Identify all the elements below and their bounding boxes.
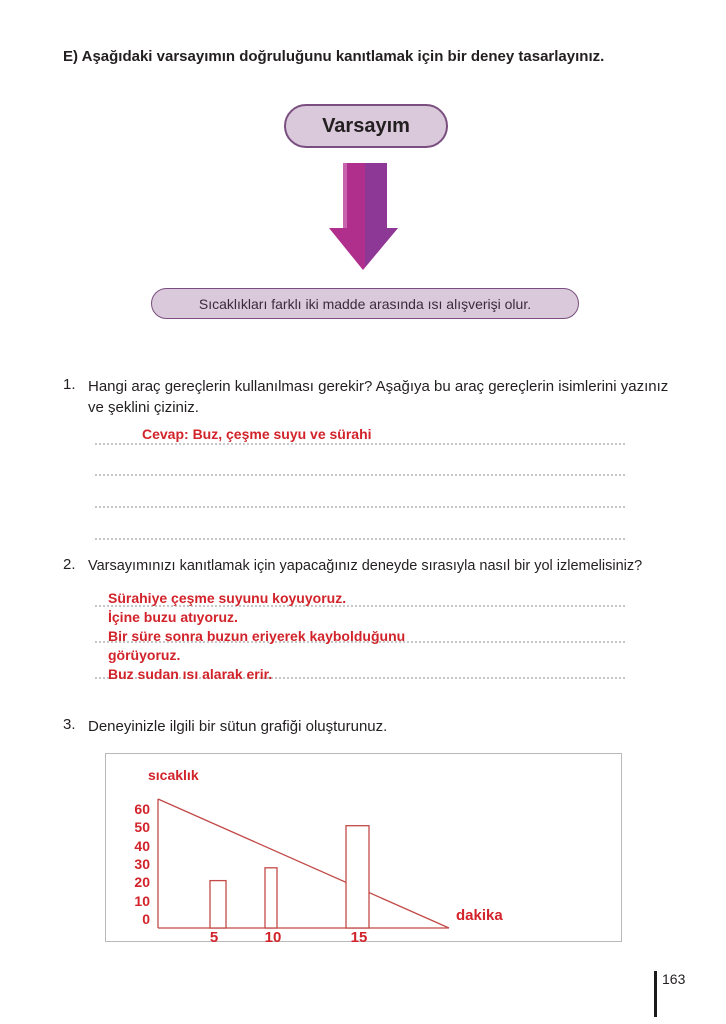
question-3-number: 3. xyxy=(63,716,76,733)
answer-line-text: İçine buzu atıyoruz. xyxy=(108,609,238,625)
answer-line xyxy=(95,443,625,445)
answer-line xyxy=(95,641,625,643)
chart-canvas xyxy=(157,798,450,929)
question-1-number: 1. xyxy=(63,376,76,393)
footer-divider xyxy=(654,971,657,1017)
down-arrow-icon xyxy=(329,163,398,270)
x-tick: 15 xyxy=(350,929,368,946)
result-box: Sıcaklıkları farklı iki madde arasında ı… xyxy=(151,288,579,319)
x-tick: 5 xyxy=(209,929,219,946)
answer-line xyxy=(95,605,625,607)
answer-line-text: görüyoruz. xyxy=(108,647,181,663)
page-number: 163 xyxy=(662,971,686,987)
answer-line xyxy=(95,474,625,476)
y-tick: 50 xyxy=(134,819,150,835)
y-tick: 20 xyxy=(134,874,150,890)
y-tick: 30 xyxy=(134,856,150,872)
question-2-text: Varsayımınızı kanıtlamak için yapacağını… xyxy=(88,558,643,574)
question-2-number: 2. xyxy=(63,556,76,573)
answer-line-text: Bir süre sonra buzun eriyerek kaybolduğu… xyxy=(108,628,406,644)
answer-line-text: Buz sudan ısı alarak erir. xyxy=(108,666,273,682)
question-1-answer: Cevap: Buz, çeşme suyu ve sürahi xyxy=(142,426,372,442)
question-3-text: Deneyinizle ilgili bir sütun grafiği olu… xyxy=(88,718,388,735)
bar-chart: sıcaklık dakika 60 50 40 30 20 10 0 5 10… xyxy=(105,753,622,946)
y-tick: 0 xyxy=(142,911,150,927)
answer-line xyxy=(95,506,625,508)
y-tick: 60 xyxy=(134,801,150,817)
result-label: Sıcaklıkları farklı iki madde arasında ı… xyxy=(198,295,532,312)
hypothesis-box: Varsayım xyxy=(284,104,448,148)
y-tick: 10 xyxy=(134,893,150,909)
question-2-answer: Sürahiye çeşme suyunu koyuyoruz. İçine b… xyxy=(108,589,405,684)
y-axis-label: sıcaklık xyxy=(148,767,199,783)
answer-line-text: Sürahiye çeşme suyunu koyuyoruz. xyxy=(108,590,347,606)
page-title: E) Aşağıdaki varsayımın doğruluğunu kanı… xyxy=(63,48,605,65)
y-tick: 40 xyxy=(134,838,150,854)
cooling-trend-line xyxy=(157,798,450,929)
question-1-text: Hangi araç gereçlerin kullanılması gerek… xyxy=(88,378,669,416)
hypothesis-label: Varsayım xyxy=(322,114,410,137)
answer-line xyxy=(95,677,625,679)
answer-line xyxy=(95,538,625,540)
x-tick: 10 xyxy=(264,929,282,946)
chart-bar xyxy=(209,879,227,929)
chart-bar xyxy=(345,825,370,929)
chart-bar xyxy=(264,867,278,929)
x-axis-label: dakika xyxy=(456,907,503,924)
